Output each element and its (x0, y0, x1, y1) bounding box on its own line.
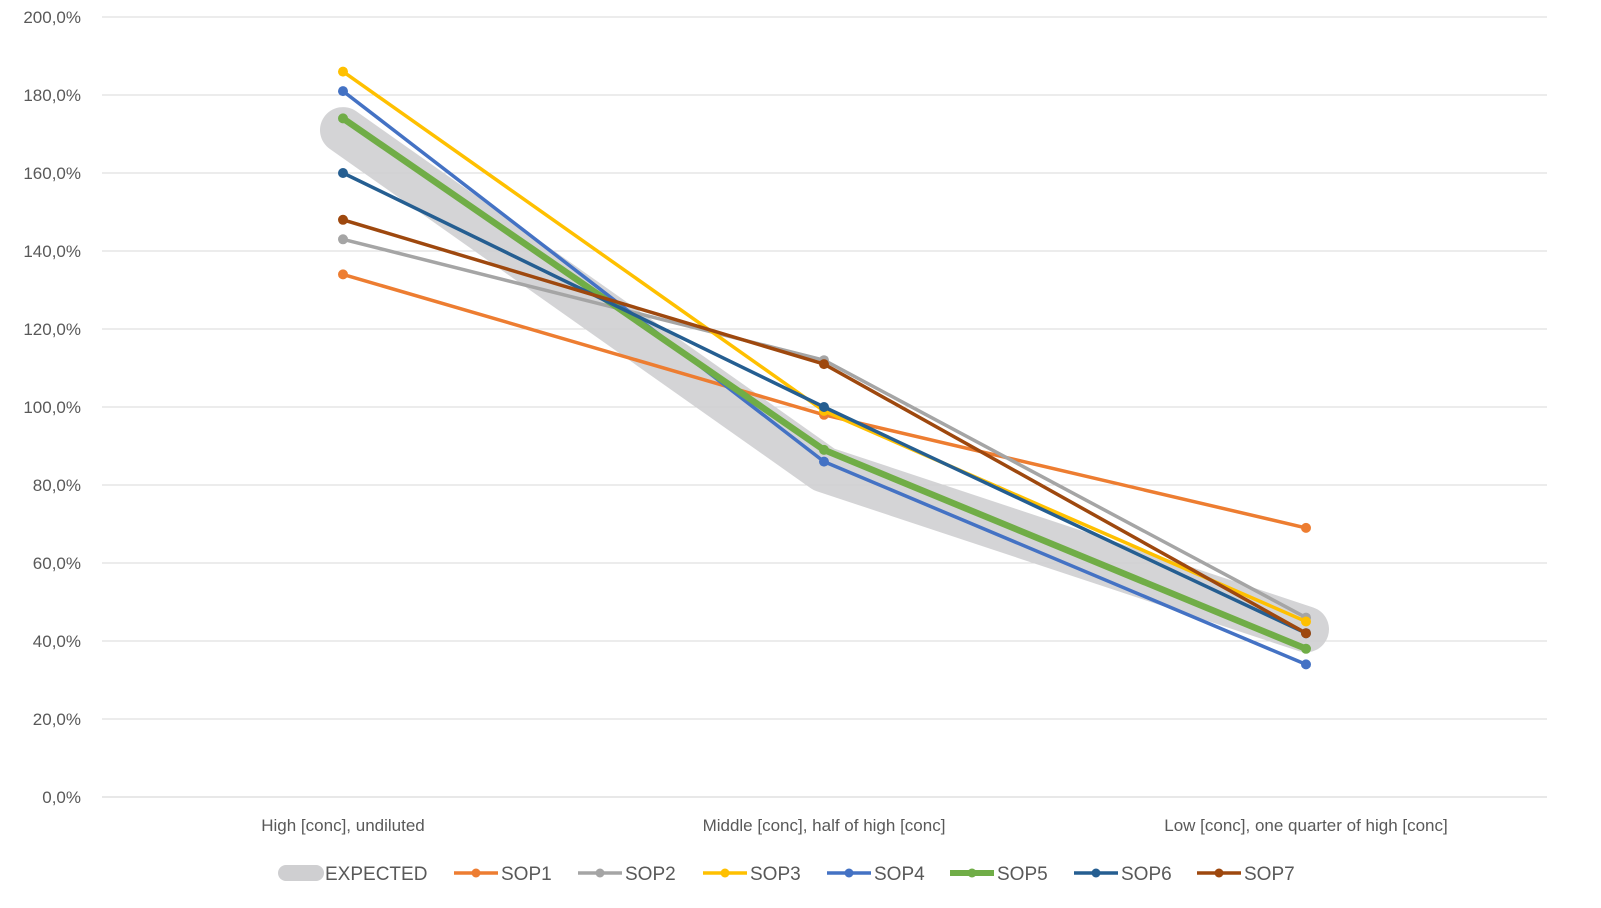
data-point (338, 86, 348, 97)
x-axis-ticks: High [conc], undiluted Middle [conc], hal… (261, 816, 1448, 835)
y-tick-label: 140,0% (23, 242, 81, 261)
y-tick-label: 20,0% (33, 710, 81, 729)
legend-marker (967, 868, 977, 878)
legend-item-sop7: SOP7 (1197, 864, 1295, 885)
legend-label: SOP5 (997, 864, 1048, 885)
y-tick-label: 200,0% (23, 8, 81, 27)
legend-label: SOP3 (750, 864, 801, 885)
legend-item-sop3: SOP3 (703, 864, 801, 885)
y-tick-label: 40,0% (33, 632, 81, 651)
data-point (338, 234, 348, 245)
data-point (1301, 643, 1311, 654)
series-sop5 (338, 113, 1311, 654)
y-tick-label: 100,0% (23, 398, 81, 417)
y-tick-label: 160,0% (23, 164, 81, 183)
data-point (1301, 628, 1311, 639)
legend-marker (844, 868, 854, 878)
legend-label: SOP4 (874, 864, 925, 885)
x-tick-label: Low [conc], one quarter of high [conc] (1164, 816, 1448, 835)
data-point (819, 444, 829, 455)
legend-item-sop4: SOP4 (827, 864, 925, 885)
legend-label: SOP7 (1244, 864, 1295, 885)
y-tick-label: 60,0% (33, 554, 81, 573)
data-point (819, 402, 829, 412)
data-point (338, 168, 348, 178)
legend-marker (471, 868, 481, 878)
legend-item-expected: EXPECTED (278, 864, 427, 885)
y-axis-ticks: 0,0% 20,0% 40,0% 60,0% 80,0% 100,0% 120,0% 140,… (23, 8, 81, 807)
legend-marker (595, 868, 605, 878)
series-sop7 (338, 214, 1311, 639)
legend-item-sop6: SOP6 (1074, 864, 1172, 885)
legend-label: SOP1 (501, 864, 552, 885)
x-tick-label: High [conc], undiluted (261, 816, 425, 835)
legend-item-sop5: SOP5 (950, 864, 1048, 885)
data-point (338, 113, 348, 124)
data-point (338, 269, 348, 280)
series-lines (320, 66, 1329, 670)
y-tick-label: 120,0% (23, 320, 81, 339)
legend-label: SOP6 (1121, 864, 1172, 885)
y-tick-label: 0,0% (42, 788, 81, 807)
legend-label: SOP2 (625, 864, 676, 885)
series-line (320, 107, 1329, 653)
y-tick-label: 80,0% (33, 476, 81, 495)
legend-marker (1214, 868, 1224, 878)
data-point (338, 66, 348, 77)
series-expected (320, 107, 1329, 653)
data-point (819, 456, 829, 467)
data-point (338, 214, 348, 225)
legend-marker (720, 868, 730, 878)
series-sop4 (338, 86, 1311, 670)
legend-item-sop2: SOP2 (578, 864, 676, 885)
y-tick-label: 180,0% (23, 86, 81, 105)
data-point (819, 359, 829, 370)
legend-marker (1091, 868, 1101, 878)
legend: EXPECTED SOP1 SOP2 SOP3 SOP4 SOP5 SOP6 SOP7 (278, 864, 1295, 885)
legend-item-sop1: SOP1 (454, 864, 552, 885)
data-point (1301, 522, 1311, 533)
legend-label: EXPECTED (325, 864, 427, 885)
data-point (1301, 659, 1311, 670)
x-tick-label: Middle [conc], half of high [conc] (703, 816, 946, 835)
data-point (1301, 616, 1311, 627)
